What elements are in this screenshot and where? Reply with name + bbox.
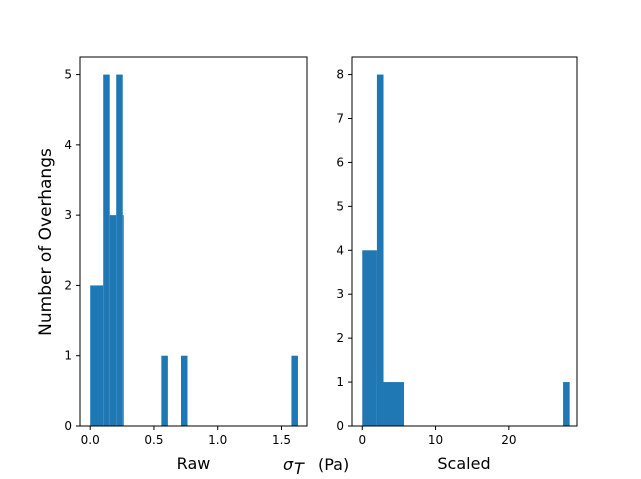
scaled-ytick-label-1: 1 xyxy=(336,375,344,389)
raw-xtick-label-1: 0.5 xyxy=(144,433,163,447)
scaled-ytick-label-0: 0 xyxy=(336,419,344,433)
scaled-yticks: 0 1 2 3 4 5 6 7 8 xyxy=(336,68,352,433)
raw-ytick-label-2: 2 xyxy=(64,278,72,292)
raw-xlabel: Raw xyxy=(177,454,211,473)
raw-bar-3 xyxy=(116,74,123,427)
sigma-symbol: σ xyxy=(283,455,294,474)
raw-ytick-label-0: 0 xyxy=(64,419,72,433)
scaled-bar-1 xyxy=(376,74,384,427)
raw-axes-frame xyxy=(79,56,308,427)
scaled-ytick-label-2: 2 xyxy=(336,331,344,345)
scaled-xtick-label-0: 0 xyxy=(358,433,366,447)
scaled-bar-3 xyxy=(563,382,570,426)
scaled-xtick-label-2: 20 xyxy=(501,433,516,447)
scaled-bars xyxy=(362,74,570,427)
shared-xlabel: σ T (Pa) xyxy=(283,455,349,478)
raw-bar-0 xyxy=(90,285,104,426)
raw-ytick-label-4: 4 xyxy=(64,138,72,152)
scaled-bar-0 xyxy=(362,250,377,426)
raw-ytick-label-1: 1 xyxy=(64,349,72,363)
raw-xtick-label-2: 1.0 xyxy=(208,433,227,447)
panel-scaled: 0 10 20 0 1 2 3 4 5 6 7 8 Scaled xyxy=(336,56,578,473)
panel-raw: 0.0 0.5 1.0 1.5 0 1 2 3 4 5 Raw xyxy=(64,56,308,473)
scaled-ytick-label-4: 4 xyxy=(336,243,344,257)
raw-bar-6 xyxy=(181,355,188,426)
y-axis-label: Number of Overhangs xyxy=(36,148,56,336)
raw-yticks: 0 1 2 3 4 5 xyxy=(64,68,80,433)
raw-bar-7 xyxy=(291,355,298,426)
raw-xtick-label-3: 1.5 xyxy=(272,433,291,447)
raw-ytick-label-3: 3 xyxy=(64,208,72,222)
shared-xlabel-unit: (Pa) xyxy=(318,455,349,474)
scaled-ytick-label-5: 5 xyxy=(336,199,344,213)
raw-bar-5 xyxy=(161,355,168,426)
raw-bar-4 xyxy=(122,215,124,426)
scaled-xtick-label-1: 10 xyxy=(428,433,443,447)
scaled-ytick-label-7: 7 xyxy=(336,112,344,126)
raw-xtick-label-0: 0.0 xyxy=(81,433,100,447)
scaled-xticks: 0 10 20 xyxy=(358,426,516,447)
scaled-ytick-label-6: 6 xyxy=(336,155,344,169)
sigma-subscript: T xyxy=(294,459,305,478)
raw-bar-1 xyxy=(103,74,110,427)
scaled-axes-frame xyxy=(351,56,578,427)
scaled-ytick-label-3: 3 xyxy=(336,287,344,301)
raw-ytick-label-5: 5 xyxy=(64,68,72,82)
scaled-xlabel: Scaled xyxy=(437,454,490,473)
raw-bar-2 xyxy=(109,215,117,426)
scaled-bar-2 xyxy=(383,382,405,426)
raw-xticks: 0.0 0.5 1.0 1.5 xyxy=(81,426,291,447)
scaled-ytick-label-8: 8 xyxy=(336,68,344,82)
raw-bars xyxy=(90,74,298,427)
